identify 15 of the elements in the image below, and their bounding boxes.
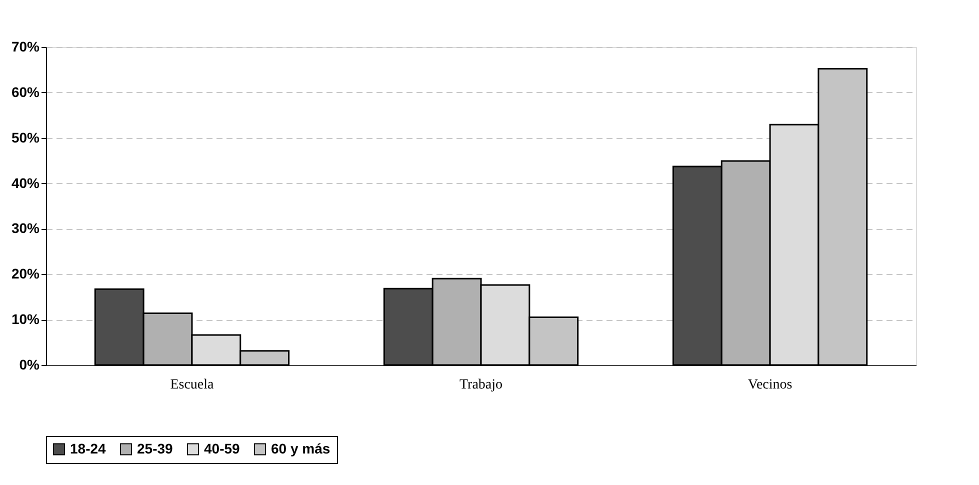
legend-label: 40-59: [204, 440, 240, 456]
x-tick-label: Trabajo: [459, 378, 503, 392]
y-tick-label: 0%: [19, 356, 40, 372]
y-tick-label: 20%: [11, 266, 40, 282]
x-tick-label: Escuela: [170, 378, 215, 392]
y-tick-label: 40%: [11, 174, 40, 191]
x-tick-label: Vecinos: [748, 378, 792, 392]
legend-label: 18-24: [70, 440, 106, 456]
legend-label: 60 y más: [271, 440, 330, 456]
legend-label: 25-39: [137, 440, 174, 456]
y-tick-label: 30%: [11, 220, 40, 236]
y-tick-label: 10%: [11, 311, 40, 328]
y-tick-label: 70%: [11, 38, 40, 54]
y-tick-label: 50%: [11, 129, 40, 146]
y-tick-label: 60%: [11, 84, 40, 100]
